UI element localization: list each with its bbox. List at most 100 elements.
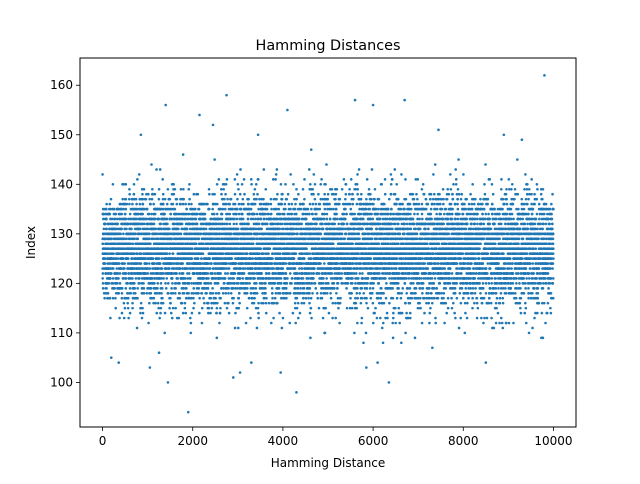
data-point [147,247,151,250]
data-point [192,192,196,196]
data-point [199,232,203,236]
data-point [149,202,152,206]
data-point [160,257,164,260]
data-point [187,282,191,285]
data-point [213,158,216,161]
data-point [224,183,228,186]
data-point [254,217,257,221]
data-point [155,311,159,315]
data-point [219,187,223,191]
data-point [256,178,260,181]
data-point [306,207,310,211]
data-point [165,202,169,206]
data-point [271,296,274,300]
data-point [204,227,208,231]
data-point [187,187,191,191]
data-point [129,291,133,295]
data-point [158,291,161,295]
data-point [172,192,176,196]
data-point [264,311,268,315]
data-point [122,247,126,250]
data-point [126,291,130,295]
data-point [233,217,236,221]
data-point [219,306,222,310]
data-point [182,287,185,290]
data-point [272,301,276,305]
data-point [196,192,200,196]
data-point [156,232,160,236]
data-point [141,311,145,315]
data-point [241,197,245,201]
data-point [237,282,240,285]
data-point [192,306,195,310]
data-point [190,291,194,295]
data-point [264,282,267,285]
data-point [309,306,313,310]
data-point [218,311,222,315]
data-point [208,257,211,260]
data-point [209,282,213,285]
data-point [274,178,277,181]
data-point [121,197,124,201]
data-point [201,242,205,246]
data-point [166,187,170,191]
data-point [238,277,242,280]
data-point [126,301,130,305]
data-point [323,207,327,211]
data-point [171,291,175,295]
data-point [272,316,275,320]
data-point [233,178,237,181]
data-point [292,183,295,186]
data-point [135,217,138,221]
data-point [319,183,323,186]
data-point [161,192,165,196]
data-point [241,217,245,221]
data-point [223,301,227,305]
data-point [290,282,293,285]
data-point [291,311,295,315]
data-point [118,272,122,275]
data-point [313,183,317,186]
data-point [124,272,128,275]
data-point [282,227,285,231]
data-point [247,296,251,300]
data-point [137,173,141,176]
data-point [207,306,211,310]
data-point [281,267,285,270]
data-point [311,222,314,226]
data-point [198,296,201,300]
data-point [188,316,192,320]
data-point [170,237,174,241]
data-point [250,267,254,270]
data-point [238,291,241,295]
scatter-points [101,74,555,414]
data-point [175,237,179,241]
data-point [203,212,207,216]
data-point [293,207,297,211]
data-point [127,272,131,275]
data-point [214,296,217,300]
data-point [195,287,199,290]
data-point [231,301,235,305]
data-point [147,192,150,196]
data-point [312,192,315,196]
data-point [139,311,142,315]
data-point [239,207,243,211]
data-point [207,282,210,285]
data-point [319,232,323,236]
data-point [227,311,231,315]
data-point [228,202,231,206]
data-point [104,237,108,241]
data-point [308,301,311,305]
data-point [105,287,108,290]
data-point [316,296,320,300]
data-point [296,232,299,236]
data-point [192,272,196,275]
data-point [179,187,183,191]
data-point [277,207,281,211]
data-point [157,257,161,260]
data-point [295,296,299,300]
data-point [118,282,122,285]
data-point [233,192,237,196]
data-point [157,306,160,310]
